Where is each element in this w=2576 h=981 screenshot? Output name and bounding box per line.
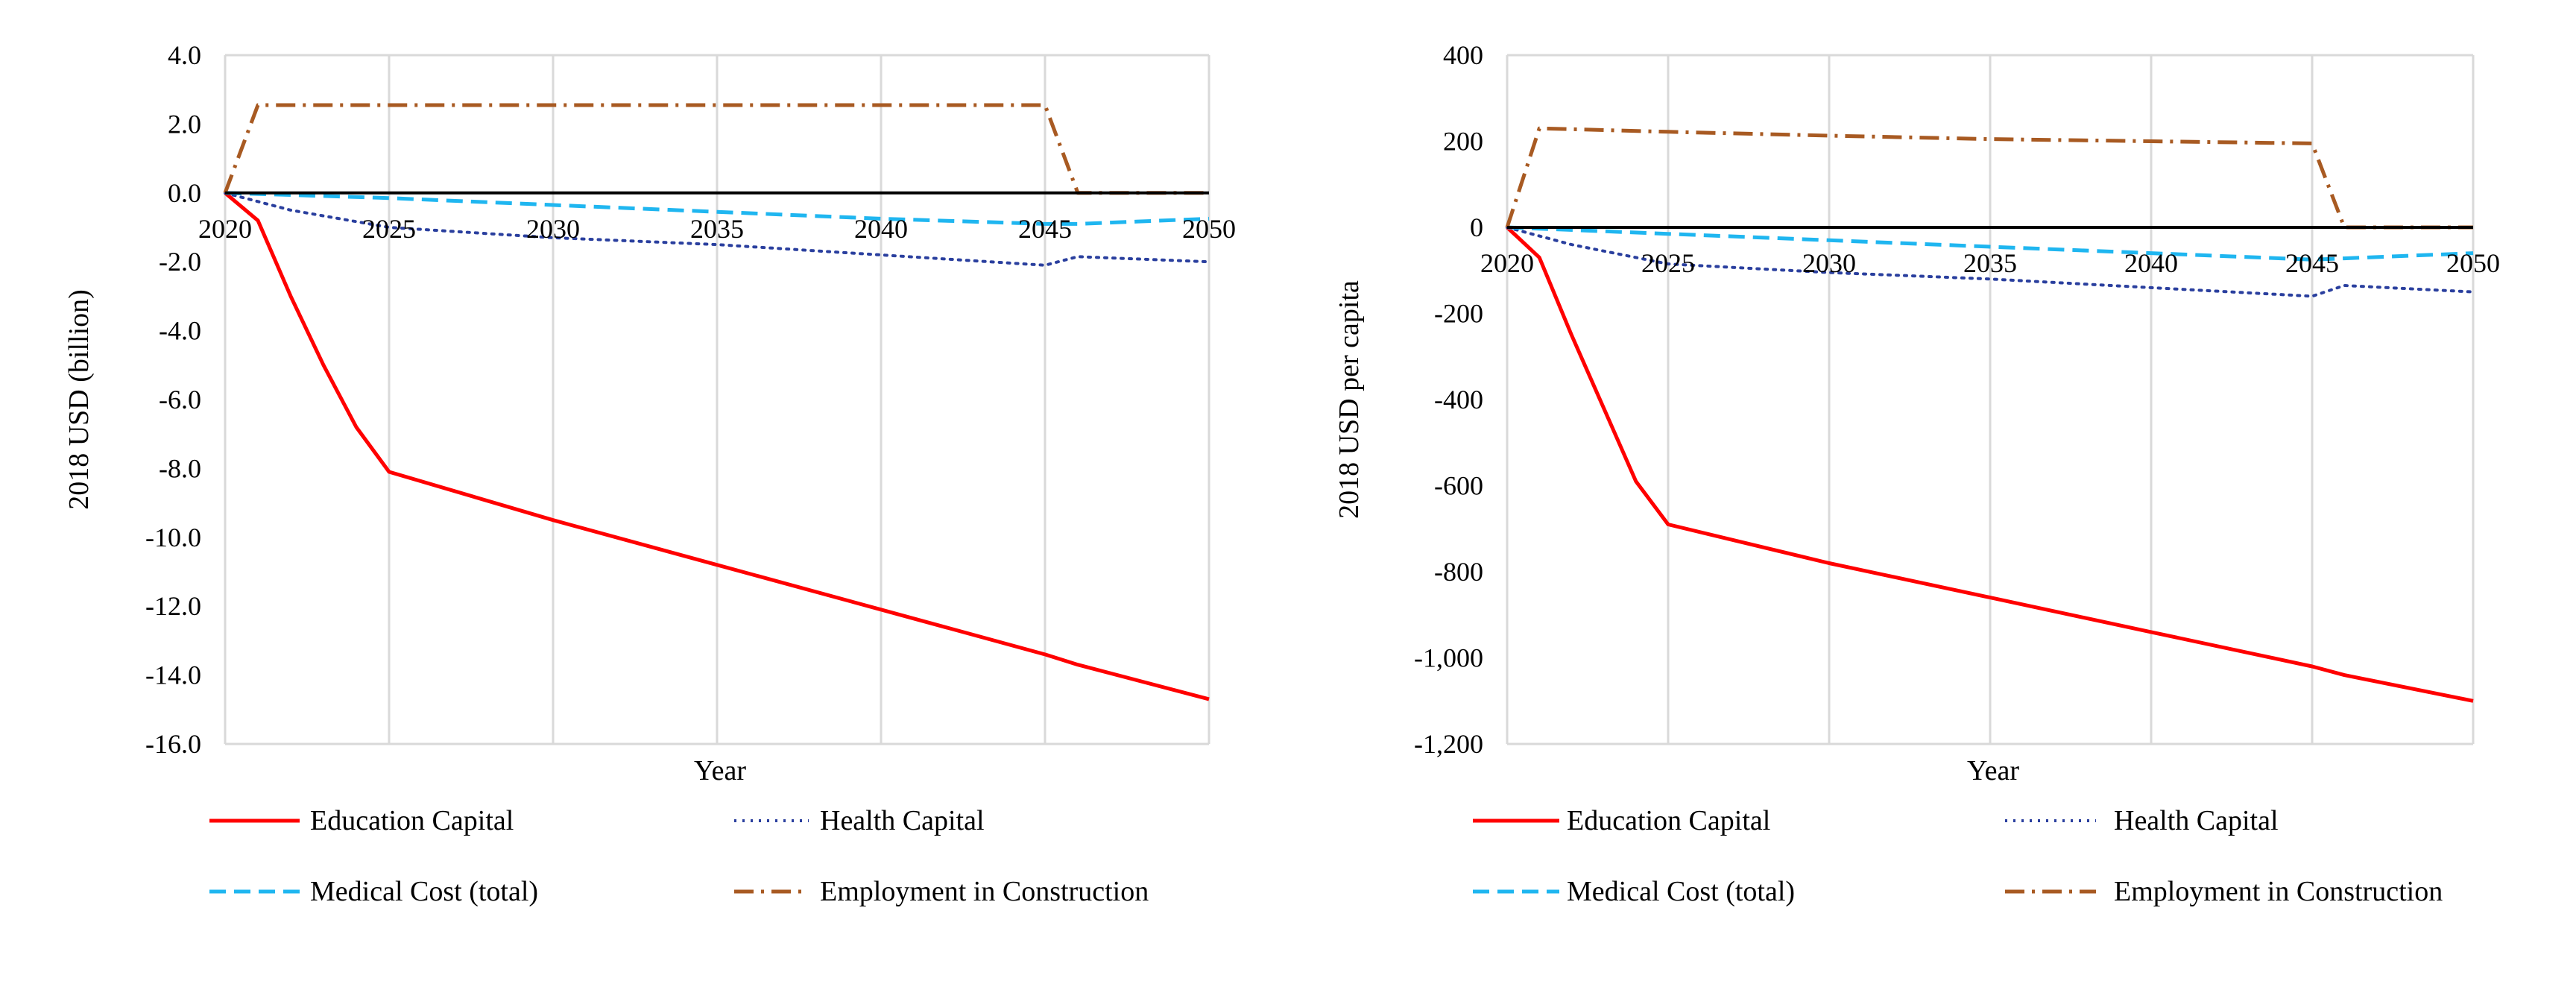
y-tick-label: -14.0 bbox=[145, 660, 201, 690]
x-tick-label: 2025 bbox=[362, 214, 416, 244]
x-tick-label: 2020 bbox=[1480, 248, 1534, 278]
legend-label-education: Education Capital bbox=[310, 805, 514, 836]
y-tick-label: 2.0 bbox=[168, 109, 201, 139]
chart-2: 400 200 0 -200 -400 -600 -800 -1,000 -1,200 2018 … bbox=[1333, 40, 2500, 907]
x-tick-label: 2035 bbox=[690, 214, 744, 244]
legend-label-health: Health Capital bbox=[820, 805, 985, 836]
y-tick-label: -600 bbox=[1434, 471, 1483, 501]
series-line-education bbox=[224, 191, 1210, 701]
legend-label-education: Education Capital bbox=[1567, 805, 1770, 836]
x-tick-label: 2030 bbox=[1802, 248, 1856, 278]
x-axis-title: Year bbox=[1967, 755, 2019, 786]
y-tick-label: 4.0 bbox=[168, 40, 201, 70]
y-tick-label: -8.0 bbox=[159, 453, 201, 483]
y-tick-label: -400 bbox=[1434, 385, 1483, 414]
legend-label-health: Health Capital bbox=[2114, 805, 2279, 836]
y-tick-label: 200 bbox=[1443, 127, 1483, 157]
series-line-medical bbox=[224, 191, 1210, 226]
y-axis-title: 2018 USD per capita bbox=[1333, 280, 1365, 519]
legend-label-employment: Employment in Construction bbox=[2114, 876, 2443, 907]
y-tick-label: 0 bbox=[1470, 212, 1483, 242]
x-tick-label: 2040 bbox=[854, 214, 908, 244]
series-line-health bbox=[224, 191, 1210, 267]
legend-label-medical: Medical Cost (total) bbox=[310, 876, 538, 907]
y-tick-label: -1,000 bbox=[1414, 643, 1483, 673]
x-tick-label: 2050 bbox=[2446, 248, 2500, 278]
series-line-employment bbox=[1505, 126, 2473, 230]
y-tick-label: -2.0 bbox=[159, 247, 201, 277]
y-tick-label: 0.0 bbox=[168, 178, 201, 208]
y-axis-title: 2018 USD (billion) bbox=[63, 289, 95, 510]
y-tick-label: -16.0 bbox=[145, 729, 201, 759]
x-tick-label: 2030 bbox=[526, 214, 580, 244]
y-tick-label: -200 bbox=[1434, 299, 1483, 329]
series-line-health bbox=[1506, 226, 2475, 298]
x-tick-label: 2025 bbox=[1641, 248, 1695, 278]
series-line-education bbox=[1506, 226, 2474, 703]
x-tick-label: 2050 bbox=[1182, 214, 1236, 244]
y-tick-label: -4.0 bbox=[159, 316, 201, 346]
y-tick-label: -6.0 bbox=[159, 385, 201, 414]
series-line-employment bbox=[223, 103, 1209, 195]
y-tick-label: -800 bbox=[1434, 557, 1483, 587]
y-tick-label: 400 bbox=[1443, 40, 1483, 70]
chart-1: 4.0 2.0 0.0 -2.0 -4.0 -6.0 -8.0 -10.0 -12.0 -14.0… bbox=[63, 40, 1236, 907]
x-tick-label: 2020 bbox=[198, 214, 252, 244]
series-line-medical bbox=[1506, 225, 2474, 262]
y-tick-label: -1,200 bbox=[1414, 729, 1483, 759]
x-axis-title: Year bbox=[694, 755, 746, 786]
x-tick-label: 2045 bbox=[1018, 214, 1072, 244]
y-tick-label: -10.0 bbox=[145, 523, 201, 552]
x-tick-label: 2040 bbox=[2124, 248, 2178, 278]
y-tick-label: -12.0 bbox=[145, 591, 201, 621]
x-tick-label: 2035 bbox=[1963, 248, 2017, 278]
legend-label-employment: Employment in Construction bbox=[820, 876, 1149, 907]
legend-label-medical: Medical Cost (total) bbox=[1567, 876, 1795, 907]
x-tick-label: 2045 bbox=[2285, 248, 2339, 278]
